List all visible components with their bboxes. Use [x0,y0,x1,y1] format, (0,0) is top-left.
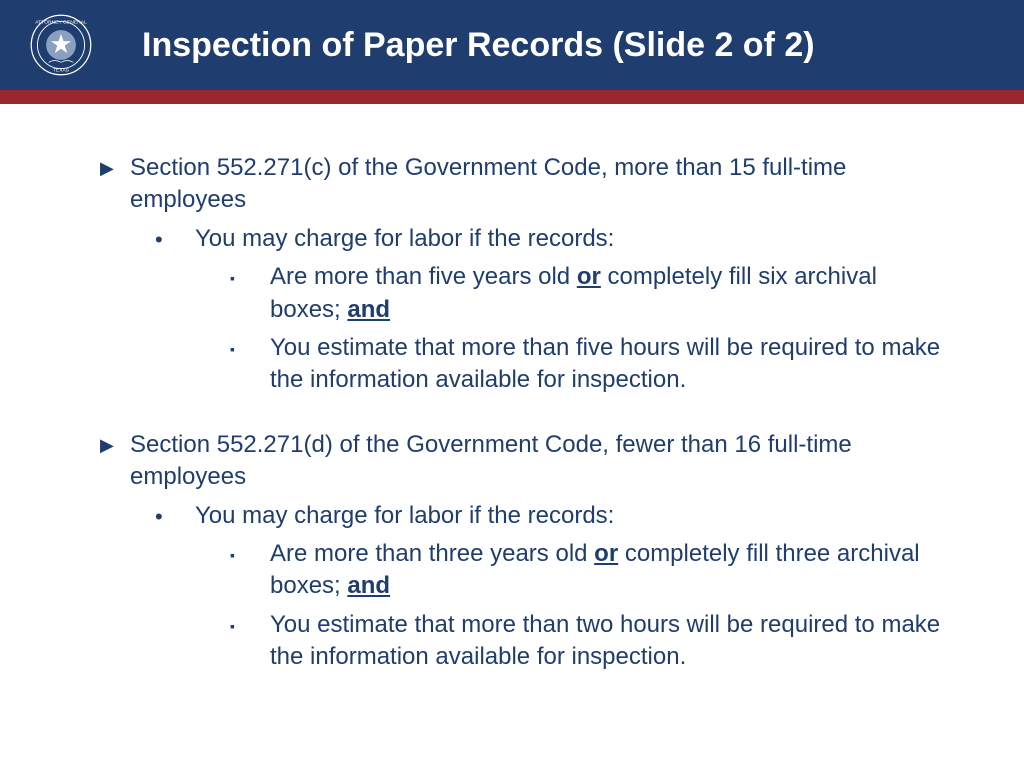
item-text-em: or [577,263,601,290]
slide-header: ATTORNEY GENERAL TEXAS Inspection of Pap… [0,0,1024,90]
list-item: You estimate that more than five hours w… [270,332,944,397]
bullet-level2: • You may charge for labor if the record… [155,500,944,532]
item-text-em2: and [347,572,390,599]
bullet-level3: ▪ Are more than three years old or compl… [230,538,944,603]
dot-bullet-icon: • [155,500,195,532]
item-text-em: or [594,540,618,567]
section-subheading: You may charge for labor if the records: [195,500,944,532]
svg-text:ATTORNEY GENERAL: ATTORNEY GENERAL [35,19,87,25]
bullet-level1: ▶ Section 552.271(d) of the Government C… [100,429,944,494]
bullet-level3: ▪ Are more than five years old or comple… [230,261,944,326]
list-item: You estimate that more than two hours wi… [270,609,944,674]
slide-content: ▶ Section 552.271(c) of the Government C… [0,104,1024,673]
bullet-level2: • You may charge for labor if the record… [155,223,944,255]
square-bullet-icon: ▪ [230,538,270,603]
dot-bullet-icon: • [155,223,195,255]
square-bullet-icon: ▪ [230,261,270,326]
svg-text:TEXAS: TEXAS [53,68,70,74]
triangle-bullet-icon: ▶ [100,429,130,494]
square-bullet-icon: ▪ [230,332,270,397]
seal-icon: ATTORNEY GENERAL TEXAS [30,14,92,76]
section-subheading: You may charge for labor if the records: [195,223,944,255]
bullet-level3: ▪ You estimate that more than five hours… [230,332,944,397]
bullet-level1: ▶ Section 552.271(c) of the Government C… [100,152,944,217]
bullet-level3: ▪ You estimate that more than two hours … [230,609,944,674]
item-text-em2: and [347,296,390,323]
list-item: Are more than three years old or complet… [270,538,944,603]
accent-bar [0,90,1024,104]
list-item: Are more than five years old or complete… [270,261,944,326]
item-text-pre: Are more than three years old [270,540,594,567]
item-text-pre: Are more than five years old [270,263,577,290]
square-bullet-icon: ▪ [230,609,270,674]
slide-title: Inspection of Paper Records (Slide 2 of … [142,26,815,65]
section-gap [100,403,944,429]
section-heading: Section 552.271(c) of the Government Cod… [130,152,944,217]
triangle-bullet-icon: ▶ [100,152,130,217]
section-heading: Section 552.271(d) of the Government Cod… [130,429,944,494]
